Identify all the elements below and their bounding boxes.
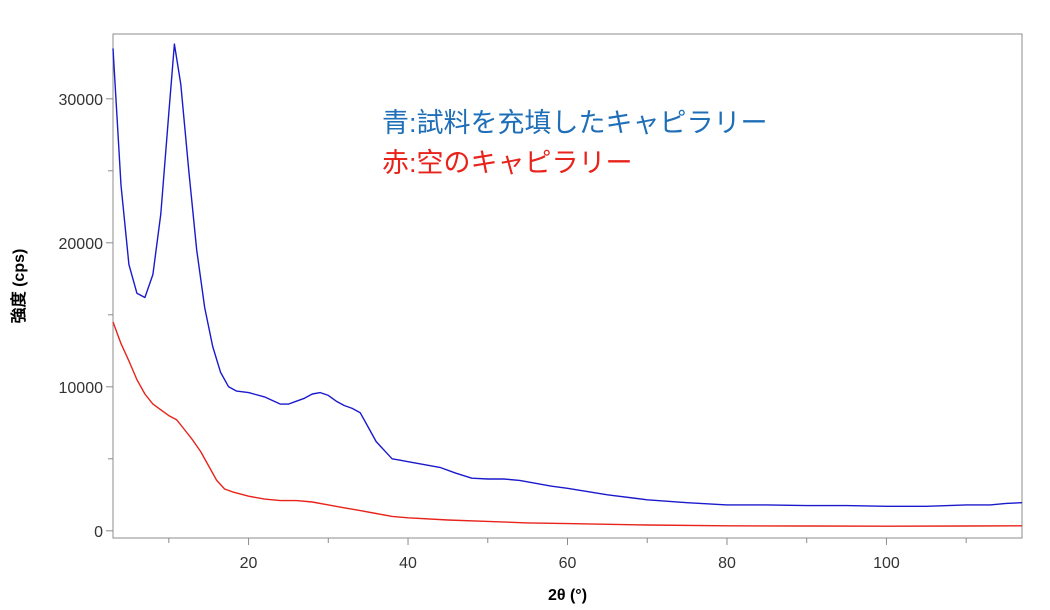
x-tick-label-100: 100 (873, 555, 900, 572)
annotation-red-empty: 赤:空のキャピラリー (382, 148, 633, 178)
y-axis-label: 強度 (cps) (9, 249, 28, 324)
x-tick-label-80: 80 (718, 555, 736, 572)
x-tick-label-20: 20 (240, 555, 258, 572)
y-tick-label-30000: 30000 (59, 92, 104, 109)
x-tick-label-40: 40 (399, 555, 417, 572)
y-tick-label-20000: 20000 (59, 236, 104, 253)
y-axis-ticks: 0 10000 20000 30000 (59, 92, 113, 541)
series-line-red (112, 321, 1023, 527)
x-axis-ticks: 20 40 60 80 100 (168, 538, 967, 572)
y-tick-label-0: 0 (94, 524, 103, 541)
series-layer (112, 43, 1023, 527)
x-axis-label: 2θ (°) (548, 587, 587, 604)
y-tick-label-10000: 10000 (59, 380, 104, 397)
annotation-blue-sample: 青:試料を充填したキャピラリー (382, 108, 768, 138)
x-tick-label-60: 60 (559, 555, 577, 572)
series-line-blue (112, 43, 1023, 507)
